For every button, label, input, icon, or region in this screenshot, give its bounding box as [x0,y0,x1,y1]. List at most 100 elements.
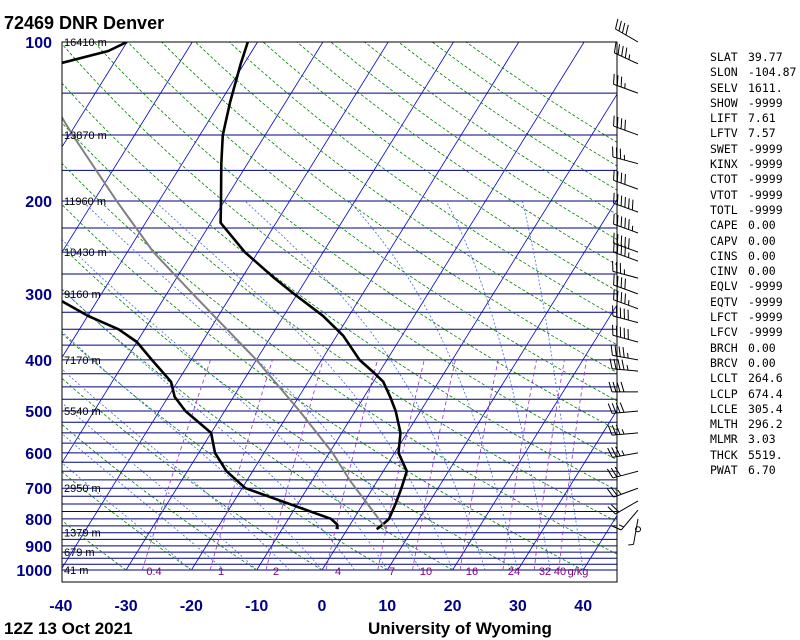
barb-staff [613,125,639,136]
moist-adiabat [244,200,486,571]
pressure-tick-label: 900 [25,539,52,556]
mixing-ratio-line [265,359,324,571]
index-name: SLAT [710,50,738,64]
height-label: 679 m [64,547,95,559]
wind-barb [628,518,639,546]
barb-feather [613,115,615,127]
index-row: LFCV -9999 [710,325,796,340]
index-value: 0.00 [748,264,776,279]
wind-barb [635,526,641,533]
index-name: KINX [710,157,738,172]
index-row: CAPV 0.00 [710,234,796,249]
barb-feather [613,192,615,204]
index-value: 3.03 [748,432,776,447]
dry-adiabat [62,43,617,461]
barb-feather [620,172,623,184]
index-row: LCLP 674.4 [710,387,796,402]
barb-staff [620,509,639,531]
index-value: 39.77 [748,50,783,64]
wind-barb [610,344,639,361]
barb-feather [620,118,623,129]
isotherm [191,42,520,571]
temperature-tick-label: 0 [318,598,327,615]
pressure-tick-label: 700 [25,481,52,498]
temperature-tick-label: -30 [115,598,138,615]
barb-feather [613,289,615,300]
index-name: LFTV [710,126,738,141]
wind-barb [606,487,639,498]
barb-feather [613,213,615,225]
wind-barb [612,146,639,165]
mixing-ratio-label: 1 [218,566,224,578]
barb-feather [613,42,617,53]
index-name: SLON [710,65,738,80]
barb-staff [612,432,639,436]
index-row: LCLE 305.4 [710,402,796,417]
height-label: 9160 m [64,289,101,301]
isotherm [452,304,617,571]
index-row: KINX -9999 [710,157,796,172]
barb-feather [610,467,618,478]
barb-half-feather [617,489,622,495]
wind-barb [613,192,639,213]
barb-feather [624,196,626,208]
index-value: 0.00 [748,218,776,233]
barb-feather [612,381,617,393]
dry-adiabat [127,42,617,402]
wind-barb [606,466,639,479]
dry-adiabat [262,42,617,292]
isotherm [256,42,585,571]
barb-feather [616,116,619,128]
dry-adiabat [62,423,257,571]
barb-staff [612,410,639,414]
index-row: CTOT -9999 [710,172,796,187]
index-value: 674.4 [748,386,783,401]
height-label: 13870 m [64,130,107,142]
barb-feather [620,292,623,303]
temperature-tick-label: 30 [509,598,527,615]
data-source: University of Wyoming [368,619,552,638]
barb-feather [616,290,619,302]
index-row: SWET -9999 [710,142,796,157]
barb-feather [607,425,613,436]
mixing-ratio-label: g/kg [568,566,589,578]
index-value: 305.4 [748,401,783,416]
index-name: BRCH [710,340,738,355]
index-name: SHOW [710,95,738,110]
barb-feather [614,466,622,477]
index-name: PWAT [710,463,738,478]
chart-title: 72469 DNR Denver [4,13,164,33]
barb-feather [616,194,619,205]
index-value: 6.70 [748,463,776,478]
index-row: TOTL -9999 [710,203,796,218]
barb-feather [631,199,634,211]
dewpoint-profile [62,42,339,530]
barb-feather [620,235,623,246]
barb-half-feather [621,450,625,456]
barb-feather [609,358,613,369]
isotherm [125,42,454,571]
dry-adiabat [296,42,617,266]
height-label: 16410 m [64,37,107,49]
index-name: EQLV [710,279,738,294]
moist-adiabat [521,200,584,571]
barb-staff [614,52,639,65]
dry-adiabat [161,42,617,373]
wind-barb [612,305,639,324]
barb-feather [628,238,630,249]
index-name: MLTH [710,417,738,432]
index-row: LIFT 7.61 [710,111,796,126]
dry-adiabat [62,122,617,523]
barb-staff [612,156,639,165]
height-label: 7170 m [64,355,101,367]
mixing-ratio-label: 10 [420,566,432,578]
height-label: 1379 m [64,528,101,540]
parcel-path [62,115,388,530]
mixing-ratio-label: 4 [335,566,341,578]
calm-circle [635,526,641,533]
index-name: LCLT [710,371,738,386]
barb-feather [616,275,619,287]
sounding-indices: SLAT 39.77 SLON -104.87 SELV 1611. SHOW -9999 LI… [710,50,796,478]
barb-feather [616,381,621,393]
mixing-ratio-line [141,359,211,571]
